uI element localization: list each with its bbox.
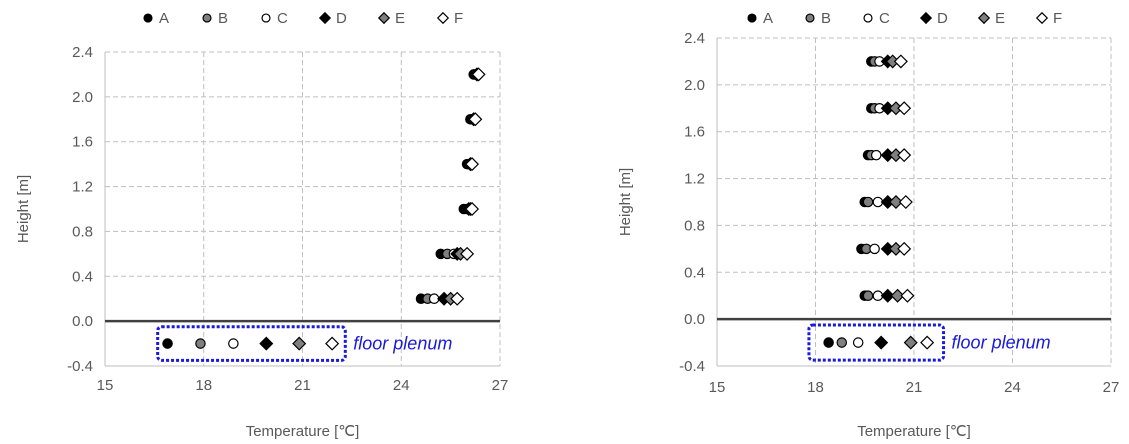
data-point-e	[292, 336, 307, 351]
legend: A B C D E F	[747, 10, 1062, 27]
x-tick-label: 27	[492, 377, 509, 394]
y-tick-label: 0.4	[72, 268, 93, 285]
data-point-a	[823, 337, 834, 348]
legend-marker-e	[377, 11, 391, 25]
data-point-c	[852, 337, 864, 348]
legend-marker-e	[977, 11, 991, 25]
y-tick-label: 0.0	[684, 311, 705, 328]
legend-label-e: E	[395, 10, 405, 27]
y-tick-label: 1.6	[72, 134, 93, 151]
data-point-b	[836, 337, 848, 348]
data-point-f	[897, 101, 912, 116]
x-tick-label: 18	[807, 379, 824, 396]
legend-marker-d	[318, 11, 332, 25]
legend-marker-a	[747, 13, 757, 23]
legend-marker-c	[261, 13, 271, 23]
data-points	[162, 67, 486, 351]
data-point-f	[464, 157, 480, 172]
y-tick-label: 1.2	[684, 171, 705, 188]
floor-plenum-box	[156, 325, 347, 362]
y-tick-label: 0.8	[72, 223, 93, 240]
legend-label-c: C	[277, 10, 288, 27]
y-tick-label: 1.2	[72, 179, 93, 196]
data-point-c	[870, 149, 882, 161]
x-tick-label: 15	[709, 379, 726, 396]
data-point-b	[862, 290, 874, 301]
legend-marker-a	[143, 13, 153, 23]
x-axis-title: Temperature [℃]	[857, 423, 971, 440]
legend-label-f: F	[1053, 10, 1062, 27]
data-point-f	[920, 335, 935, 350]
data-point-d	[880, 288, 895, 303]
data-point-c	[228, 338, 239, 349]
data-point-f	[893, 54, 908, 69]
x-tick-label: 18	[195, 377, 212, 394]
y-tick-label: 1.6	[684, 124, 705, 141]
y-axis-title: Height [m]	[617, 168, 634, 236]
y-tick-label: 0.4	[684, 264, 705, 281]
legend-label-e: E	[995, 10, 1005, 27]
data-point-a	[162, 338, 173, 349]
grid-lines	[717, 37, 1112, 366]
y-tick-label: 2.4	[72, 44, 93, 61]
y-tick-label: 2.0	[72, 89, 93, 106]
data-point-f	[460, 246, 475, 261]
y-tick-label: -0.4	[67, 358, 93, 375]
y-tick-label: 2.4	[684, 30, 705, 47]
y-tick-label: 0.0	[72, 313, 93, 330]
data-point-c	[869, 243, 880, 255]
legend-marker-c	[863, 13, 873, 23]
legend: A B C D E F	[143, 10, 463, 27]
data-point-f	[325, 336, 340, 351]
legend-label-b: B	[218, 10, 228, 27]
legend-marker-d	[919, 11, 933, 25]
data-point-f	[468, 112, 483, 127]
legend-label-d: D	[937, 10, 948, 27]
data-points	[823, 54, 935, 350]
y-axis-title: Height [m]	[15, 175, 32, 243]
floor-plenum-box	[807, 323, 946, 362]
y-tick-label: -0.4	[679, 358, 705, 375]
data-point-d	[259, 336, 274, 351]
scatter-chart-left: -0.4 0.0 0.4 0.8 1.2 1.6 2.0 2.4 15 18 21 24 27 Tempe…	[15, 10, 509, 440]
legend-marker-b	[202, 13, 212, 23]
legend-marker-f	[436, 11, 450, 25]
y-tick-label: 2.0	[684, 77, 705, 94]
x-tick-label: 15	[97, 377, 114, 394]
scatter-chart-right: -0.4 0.0 0.4 0.8 1.2 1.6 2.0 2.4 15 18 21 24 27 Tempe…	[617, 10, 1120, 440]
chart-panel-left: -0.4 0.0 0.4 0.8 1.2 1.6 2.0 2.4 15 18 21 24 27 Tempe…	[0, 0, 560, 444]
x-tick-label: 24	[393, 377, 410, 394]
legend-marker-b	[805, 13, 815, 23]
data-point-f	[464, 201, 480, 217]
legend-label-a: A	[159, 10, 169, 27]
data-point-e	[903, 335, 918, 350]
x-axis-title: Temperature [℃]	[246, 423, 360, 440]
floor-plenum-label: floor plenum	[952, 333, 1051, 353]
x-tick-label: 21	[906, 379, 923, 396]
data-point-d	[874, 335, 889, 350]
chart-panel-right: -0.4 0.0 0.4 0.8 1.2 1.6 2.0 2.4 15 18 21 24 27 Tempe…	[565, 0, 1129, 444]
data-point-f	[898, 194, 913, 210]
legend-label-b: B	[821, 10, 831, 27]
data-point-f	[900, 288, 915, 303]
x-tick-label: 27	[1103, 379, 1120, 396]
legend-marker-f	[1035, 11, 1049, 25]
data-point-b	[862, 196, 874, 208]
data-point-e	[890, 288, 905, 303]
data-point-f	[471, 67, 486, 82]
data-point-f	[897, 148, 912, 163]
x-tick-label: 21	[294, 377, 311, 394]
legend-label-f: F	[454, 10, 463, 27]
floor-plenum-label: floor plenum	[353, 334, 452, 354]
legend-label-a: A	[763, 10, 773, 27]
grid-lines	[105, 51, 501, 366]
data-point-f	[450, 291, 465, 306]
legend-label-c: C	[879, 10, 890, 27]
data-point-b	[195, 338, 206, 349]
legend-label-d: D	[336, 10, 347, 27]
data-point-f	[897, 241, 912, 256]
x-tick-label: 24	[1004, 379, 1021, 396]
y-tick-label: 0.8	[684, 217, 705, 234]
data-point-e	[888, 194, 903, 210]
